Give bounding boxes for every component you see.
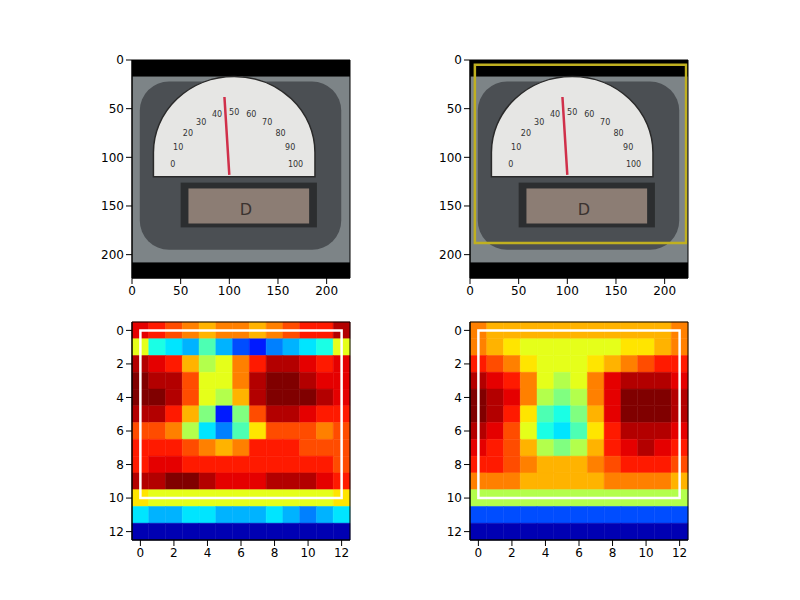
svg-text:0: 0 [454, 53, 462, 67]
svg-text:10: 10 [173, 143, 183, 152]
svg-text:100: 100 [288, 160, 303, 169]
svg-text:10: 10 [109, 491, 124, 505]
svg-text:0: 0 [137, 546, 145, 560]
svg-text:90: 90 [623, 143, 633, 152]
svg-text:150: 150 [439, 199, 462, 213]
svg-text:0: 0 [116, 324, 124, 338]
svg-text:10: 10 [447, 491, 462, 505]
svg-text:2: 2 [454, 357, 462, 371]
svg-text:200: 200 [315, 284, 338, 298]
svg-text:6: 6 [116, 424, 124, 438]
svg-text:D: D [240, 200, 252, 219]
svg-text:20: 20 [521, 129, 531, 138]
svg-text:30: 30 [196, 118, 206, 127]
svg-text:50: 50 [447, 102, 462, 116]
svg-text:0: 0 [454, 324, 462, 338]
svg-text:0: 0 [508, 160, 513, 169]
svg-text:50: 50 [173, 284, 188, 298]
svg-text:90: 90 [285, 143, 295, 152]
svg-text:4: 4 [454, 391, 462, 405]
svg-text:2: 2 [170, 546, 178, 560]
svg-text:40: 40 [212, 110, 222, 119]
svg-text:50: 50 [109, 102, 124, 116]
svg-text:40: 40 [550, 110, 560, 119]
svg-text:4: 4 [204, 546, 212, 560]
svg-text:200: 200 [439, 248, 462, 262]
svg-text:20: 20 [183, 129, 193, 138]
svg-text:0: 0 [128, 284, 136, 298]
svg-text:60: 60 [584, 110, 594, 119]
svg-text:2: 2 [508, 546, 516, 560]
svg-text:10: 10 [511, 143, 521, 152]
svg-text:200: 200 [653, 284, 676, 298]
svg-text:12: 12 [109, 525, 124, 539]
svg-text:8: 8 [116, 458, 124, 472]
svg-text:50: 50 [567, 108, 577, 117]
svg-text:50: 50 [511, 284, 526, 298]
svg-text:4: 4 [542, 546, 550, 560]
svg-text:70: 70 [262, 118, 272, 127]
svg-text:80: 80 [275, 129, 285, 138]
svg-text:12: 12 [672, 546, 687, 560]
svg-text:0: 0 [170, 160, 175, 169]
svg-text:0: 0 [475, 546, 483, 560]
svg-text:0: 0 [116, 53, 124, 67]
svg-text:100: 100 [101, 151, 124, 165]
svg-text:150: 150 [267, 284, 290, 298]
svg-text:2: 2 [116, 357, 124, 371]
svg-text:50: 50 [229, 108, 239, 117]
svg-text:60: 60 [246, 110, 256, 119]
svg-text:4: 4 [116, 391, 124, 405]
svg-text:10: 10 [638, 546, 653, 560]
svg-text:6: 6 [575, 546, 583, 560]
svg-text:150: 150 [605, 284, 628, 298]
svg-text:D: D [578, 200, 590, 219]
svg-text:12: 12 [334, 546, 349, 560]
svg-text:100: 100 [218, 284, 241, 298]
svg-text:80: 80 [613, 129, 623, 138]
svg-text:12: 12 [447, 525, 462, 539]
svg-text:8: 8 [271, 546, 279, 560]
svg-text:150: 150 [101, 199, 124, 213]
svg-text:8: 8 [609, 546, 617, 560]
svg-text:30: 30 [534, 118, 544, 127]
svg-text:6: 6 [454, 424, 462, 438]
svg-text:100: 100 [626, 160, 641, 169]
svg-text:100: 100 [556, 284, 579, 298]
svg-text:100: 100 [439, 151, 462, 165]
svg-text:70: 70 [600, 118, 610, 127]
svg-text:0: 0 [466, 284, 474, 298]
svg-text:6: 6 [237, 546, 245, 560]
svg-text:200: 200 [101, 248, 124, 262]
svg-text:10: 10 [300, 546, 315, 560]
svg-text:8: 8 [454, 458, 462, 472]
